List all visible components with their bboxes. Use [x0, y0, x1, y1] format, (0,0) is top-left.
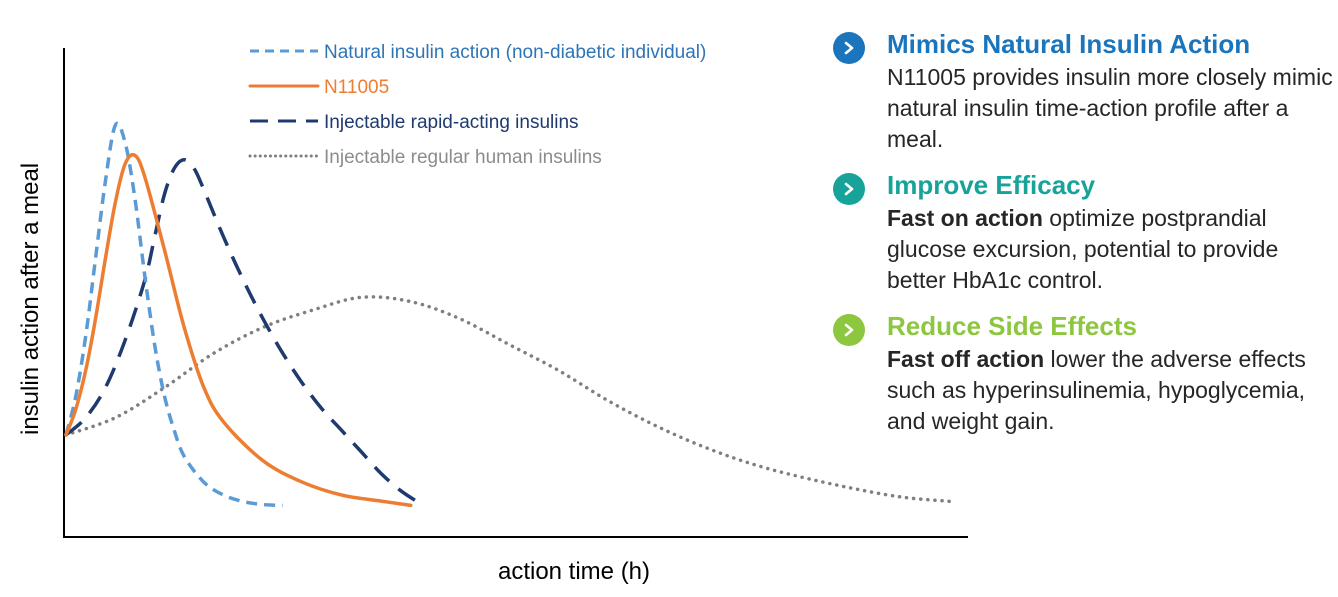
series-line-regular-human — [64, 295, 955, 504]
key-point-heading: Improve Efficacy — [887, 170, 1096, 200]
key-point-natural-action: Mimics Natural Insulin Action N11005 pro… — [833, 28, 1333, 155]
series-line-n11005 — [64, 153, 413, 508]
legend-label-regular-human: Injectable regular human insulins — [324, 147, 602, 168]
key-points-panel: Mimics Natural Insulin Action N11005 pro… — [833, 28, 1333, 451]
key-point-efficacy: Improve Efficacy Fast on action optimize… — [833, 169, 1333, 296]
series-line-natural — [64, 121, 283, 508]
key-point-side-effects: Reduce Side Effects Fast off action lowe… — [833, 310, 1333, 437]
legend: Natural insulin action (non-diabetic ind… — [248, 42, 706, 168]
key-point-heading: Mimics Natural Insulin Action — [887, 29, 1251, 59]
key-point-bold: Fast on action — [887, 205, 1043, 231]
key-point-body: Fast off action lower the adverse effect… — [887, 344, 1333, 437]
legend-label-rapid-acting: Injectable rapid-acting insulins — [324, 112, 579, 133]
chevron-right-icon — [833, 32, 865, 64]
series-line-rapid-acting — [64, 157, 422, 506]
key-point-body: N11005 provides insulin more closely mim… — [887, 62, 1333, 155]
legend-label-n11005: N11005 — [324, 77, 389, 98]
key-point-text: optimize postprandial glucose excursion,… — [887, 205, 1279, 293]
chevron-right-icon — [833, 173, 865, 205]
key-point-text: N11005 provides insulin more closely mim… — [887, 64, 1333, 152]
chevron-right-icon — [833, 314, 865, 346]
key-point-body: Fast on action optimize postprandial glu… — [887, 203, 1333, 296]
x-axis-label: action time (h) — [498, 558, 650, 585]
key-point-heading: Reduce Side Effects — [887, 311, 1137, 341]
series-layer — [64, 121, 955, 508]
key-point-bold: Fast off action — [887, 346, 1045, 372]
key-point-text: lower the adverse effects such as hyperi… — [887, 346, 1306, 434]
y-axis-label: insulin action after a meal — [17, 163, 44, 435]
legend-label-natural: Natural insulin action (non-diabetic ind… — [324, 42, 706, 63]
